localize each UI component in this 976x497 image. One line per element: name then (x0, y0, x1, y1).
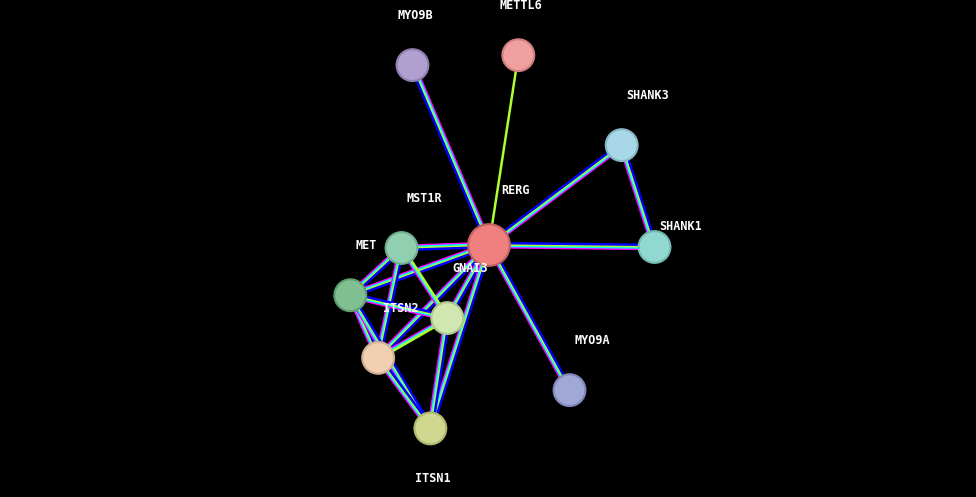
Text: MYO9A: MYO9A (575, 334, 610, 347)
Circle shape (638, 231, 671, 263)
Text: METTL6: METTL6 (500, 0, 543, 12)
Text: GNAI3: GNAI3 (452, 262, 488, 275)
Text: SHANK3: SHANK3 (627, 89, 670, 102)
Text: MST1R: MST1R (406, 192, 442, 205)
Circle shape (396, 49, 428, 81)
Text: ITSN1: ITSN1 (415, 472, 451, 485)
Text: MET: MET (355, 239, 377, 252)
Circle shape (386, 232, 418, 264)
Circle shape (362, 342, 394, 374)
Circle shape (431, 302, 464, 334)
Text: MYO9B: MYO9B (397, 9, 432, 22)
Circle shape (606, 129, 637, 161)
Circle shape (503, 39, 534, 71)
Circle shape (553, 374, 586, 406)
Text: ITSN2: ITSN2 (384, 302, 419, 315)
Text: SHANK1: SHANK1 (660, 220, 702, 233)
Circle shape (335, 279, 366, 311)
Circle shape (468, 224, 509, 266)
Text: RERG: RERG (502, 184, 530, 197)
Circle shape (415, 413, 446, 444)
